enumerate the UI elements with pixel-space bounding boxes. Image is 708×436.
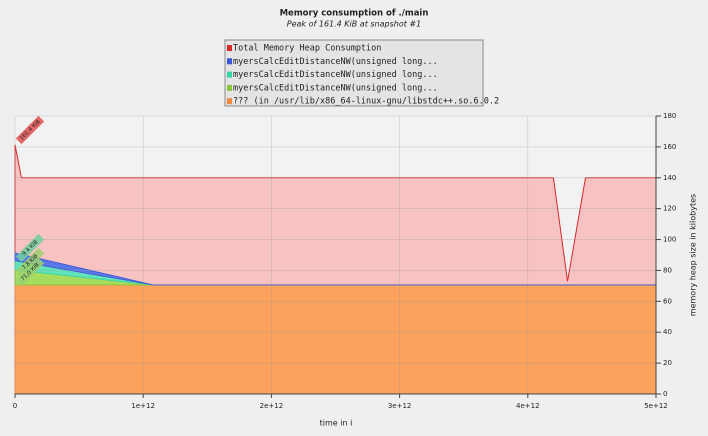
legend-swatch <box>227 84 232 91</box>
chart-title: Memory consumption of ./main <box>280 9 429 19</box>
legend: Total Memory Heap Consumption myersCalcEd… <box>224 39 499 107</box>
y-tick-label: 0 <box>663 390 667 398</box>
legend-label: myersCalcEditDistanceNW(unsigned long... <box>233 70 438 80</box>
legend-swatch <box>227 58 232 65</box>
legend-swatch <box>227 98 232 105</box>
annotation-box <box>15 247 45 277</box>
x-tick-label: 2e+12 <box>260 402 284 410</box>
stacked-area <box>14 252 656 286</box>
y-axis-label: memory heap size in kilobytes <box>689 194 698 316</box>
x-tick-label: 0 <box>13 402 17 410</box>
x-tick-label: 5e+12 <box>644 402 668 410</box>
legend-label: myersCalcEditDistanceNW(unsigned long... <box>233 83 438 93</box>
annotation-box <box>15 233 45 263</box>
chart-subtitle: Peak of 161.4 KiB at snapshot #1 <box>287 20 421 29</box>
x-tick-label: 3e+12 <box>388 402 412 410</box>
plot-area <box>14 115 657 395</box>
y-tick-label: 120 <box>663 205 676 213</box>
legend-label: Total Memory Heap Consumption <box>233 44 381 54</box>
y-tick-label: 180 <box>663 112 676 120</box>
legend-swatch <box>227 71 232 78</box>
y-tick-label: 80 <box>663 266 672 274</box>
y-tick-label: 160 <box>663 143 676 151</box>
annotation-box <box>15 115 45 145</box>
y-tick-label: 40 <box>663 328 672 336</box>
legend-label: myersCalcEditDistanceNW(unsigned long... <box>233 57 438 67</box>
legend-box <box>224 39 484 107</box>
y-tick-label: 140 <box>663 174 676 182</box>
x-axis-label: time in i <box>320 419 353 428</box>
legend-swatch <box>227 45 232 51</box>
y-tick-label: 60 <box>663 297 672 305</box>
x-tick-label: 1e+12 <box>131 402 155 410</box>
legend-label: ??? (in /usr/lib/x86_64-linux-gnu/libstd… <box>233 97 499 107</box>
y-tick-label: 20 <box>663 359 672 367</box>
y-tick-label: 100 <box>663 236 676 244</box>
annotation-box <box>15 257 45 287</box>
x-tick-label: 4e+12 <box>516 402 540 410</box>
